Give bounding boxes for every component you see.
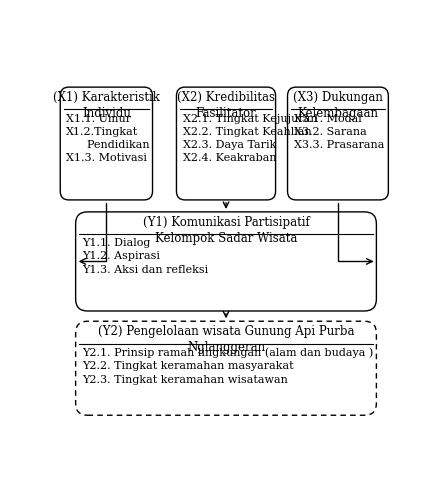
FancyBboxPatch shape: [60, 87, 153, 200]
FancyBboxPatch shape: [76, 212, 377, 311]
Text: Y2.1. Prinsip ramah lingkungan (alam dan budaya )
Y2.2. Tingkat keramahan masyar: Y2.1. Prinsip ramah lingkungan (alam dan…: [82, 348, 373, 385]
FancyBboxPatch shape: [288, 87, 389, 200]
Text: (Y1) Komunikasi Partisipatif
Kelompok Sadar Wisata: (Y1) Komunikasi Partisipatif Kelompok Sa…: [142, 216, 310, 245]
Text: (X1) Karakteristik
Individu: (X1) Karakteristik Individu: [53, 91, 160, 120]
FancyBboxPatch shape: [76, 321, 377, 415]
FancyBboxPatch shape: [176, 87, 276, 200]
Text: X2.1. Tingkat Kejujuran
X2.2. Tingkat Keahlian
X2.3. Daya Tarik
X2.4. Keakraban: X2.1. Tingkat Kejujuran X2.2. Tingkat Ke…: [183, 114, 317, 163]
Text: (X2) Kredibilitas
Fasilitator: (X2) Kredibilitas Fasilitator: [177, 91, 275, 120]
Text: (Y2) Pengelolaan wisata Gunung Api Purba
Nglanggeran: (Y2) Pengelolaan wisata Gunung Api Purba…: [98, 326, 354, 354]
Text: Y1.1. Dialog
Y1.2. Aspirasi
Y1.3. Aksi dan refleksi: Y1.1. Dialog Y1.2. Aspirasi Y1.3. Aksi d…: [82, 238, 208, 275]
Text: X3.1. Modal
X3.2. Sarana
X3.3. Prasarana: X3.1. Modal X3.2. Sarana X3.3. Prasarana: [294, 114, 384, 150]
Text: (X3) Dukungan
Kelembagaan: (X3) Dukungan Kelembagaan: [293, 91, 383, 120]
Text: X1.1. Umur
X1.2.Tingkat
      Pendidikan
X1.3. Motivasi: X1.1. Umur X1.2.Tingkat Pendidikan X1.3.…: [67, 114, 150, 163]
